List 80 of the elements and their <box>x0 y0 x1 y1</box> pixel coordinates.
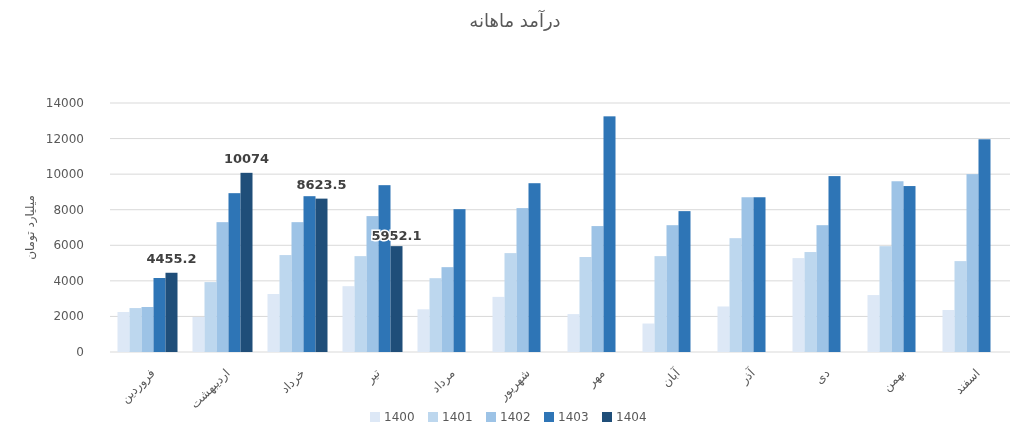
bar <box>516 208 529 352</box>
bar <box>792 258 805 352</box>
y-tick-label: 4000 <box>53 273 84 288</box>
bar <box>453 209 466 352</box>
legend-label: 1404 <box>616 410 647 424</box>
y-axis-title: میلیارد تومان <box>23 195 38 260</box>
bar <box>141 307 154 352</box>
bar <box>867 295 880 352</box>
bar <box>303 196 316 352</box>
y-tick-label: 6000 <box>53 238 84 253</box>
bar <box>390 246 403 352</box>
bar <box>654 256 667 352</box>
x-tick-label: بهمن <box>880 366 909 395</box>
bar <box>129 308 142 352</box>
y-tick-label: 2000 <box>53 309 84 324</box>
bar <box>204 282 217 352</box>
bar <box>603 116 616 352</box>
legend-label: 1403 <box>558 410 589 424</box>
x-tick-label: دی <box>812 366 833 387</box>
bar <box>216 222 229 352</box>
data-label: 8623.5 <box>296 176 347 192</box>
bar <box>579 257 592 352</box>
legend-label: 1402 <box>500 410 531 424</box>
bar <box>165 272 178 352</box>
bar <box>342 286 355 352</box>
bar <box>228 193 241 352</box>
x-tick-label: آبان <box>658 365 684 390</box>
bar <box>954 261 967 352</box>
x-tick-label: آذر <box>736 365 759 388</box>
bar <box>567 314 580 352</box>
x-tick-label: اردیبهشت <box>187 366 234 412</box>
bar <box>753 197 766 352</box>
x-tick-label: فروردین <box>118 366 159 407</box>
bar <box>678 211 691 352</box>
data-label: 10074 <box>223 150 270 166</box>
y-tick-label: 12000 <box>45 131 84 146</box>
bar <box>903 186 916 352</box>
bar <box>354 256 367 352</box>
bar <box>879 246 892 352</box>
bar <box>267 294 280 352</box>
bar <box>666 225 679 352</box>
bar <box>315 198 328 352</box>
bar <box>441 267 454 352</box>
bar <box>492 296 505 352</box>
x-tick-label: مرداد <box>428 366 459 396</box>
x-tick-label: شهریور <box>495 366 534 405</box>
bar <box>504 253 517 352</box>
bar <box>804 252 817 352</box>
bar <box>978 139 991 352</box>
bar <box>966 174 979 352</box>
bar <box>741 197 754 352</box>
x-tick-label: خرداد <box>277 366 309 397</box>
bar <box>591 226 604 352</box>
y-tick-label: 10000 <box>45 167 84 182</box>
bar <box>117 311 130 352</box>
bar <box>240 172 253 352</box>
bar <box>942 310 955 352</box>
bar <box>291 222 304 352</box>
bar <box>429 278 442 352</box>
bar <box>828 176 841 352</box>
bar <box>816 225 829 352</box>
bar <box>729 238 742 352</box>
x-tick-label: تیر <box>362 366 384 388</box>
bar <box>528 183 541 352</box>
chart-title: درآمد ماهانه <box>469 9 561 31</box>
bar <box>891 181 904 352</box>
y-tick-label: 0 <box>76 345 84 359</box>
bar <box>417 309 430 352</box>
y-tick-label: 8000 <box>53 202 84 217</box>
x-tick-label: مهر <box>583 366 609 391</box>
y-tick-label: 14000 <box>45 96 84 110</box>
legend-label: 1401 <box>442 410 473 424</box>
bar <box>717 306 730 352</box>
legend-label: 1400 <box>384 410 415 424</box>
bar <box>279 255 292 352</box>
bar <box>153 278 166 352</box>
bar <box>642 323 655 352</box>
x-tick-label: اسفند <box>951 366 983 397</box>
data-label: 4455.2 <box>146 250 197 266</box>
bar <box>192 316 205 352</box>
